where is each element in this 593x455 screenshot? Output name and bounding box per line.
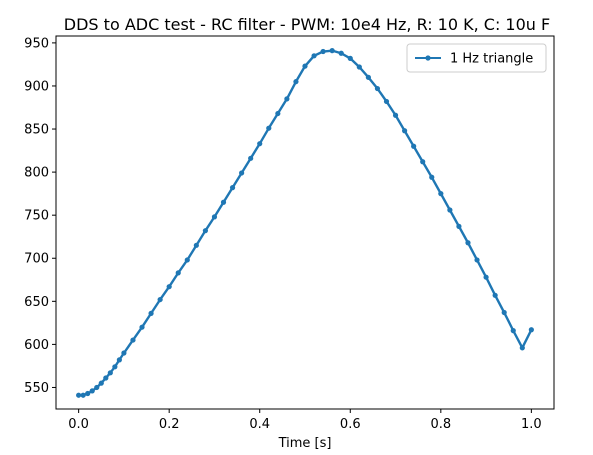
data-point [411, 143, 417, 149]
data-point [98, 380, 104, 386]
data-point [347, 55, 353, 61]
data-point [302, 63, 308, 69]
data-point [293, 79, 299, 85]
y-tick-label: 700 [24, 252, 49, 267]
data-point [202, 228, 208, 234]
x-tick-label: 0.8 [430, 417, 451, 432]
data-point [121, 350, 127, 356]
data-point [519, 345, 525, 351]
legend-series-label: 1 Hz triangle [450, 52, 533, 67]
data-point [166, 284, 172, 290]
data-point [356, 64, 362, 70]
y-tick-label: 900 [24, 79, 49, 94]
data-point [175, 270, 181, 276]
data-point [220, 199, 227, 205]
data-point [456, 223, 462, 229]
data-point [248, 155, 254, 161]
data-point [239, 170, 245, 176]
y-tick-label: 650 [24, 295, 49, 310]
y-tick-label: 850 [24, 123, 49, 138]
x-tick-label: 1.0 [521, 417, 542, 432]
data-point [374, 85, 381, 92]
data-point [103, 375, 109, 381]
data-point [112, 364, 118, 370]
data-point [107, 370, 113, 376]
data-point [139, 324, 145, 330]
x-axis-label: Time [s] [278, 436, 332, 451]
y-tick-label: 750 [24, 209, 49, 224]
data-point [80, 392, 86, 398]
data-point [420, 159, 426, 165]
x-tick-label: 0.0 [68, 417, 89, 432]
data-point [85, 390, 91, 397]
data-point [338, 50, 344, 56]
data-point [392, 112, 399, 118]
data-point [510, 328, 516, 334]
data-point [465, 240, 471, 246]
data-point [211, 214, 218, 220]
data-point [402, 128, 408, 134]
data-point [438, 191, 444, 197]
data-point [184, 257, 190, 263]
legend: 1 Hz triangle [406, 43, 547, 73]
data-point [329, 48, 335, 54]
x-tick-label: 0.4 [249, 417, 270, 432]
legend-box [406, 43, 547, 73]
data-point [284, 96, 290, 102]
x-axis: 0.0 0.2 0.4 0.6 0.8 1.0 [68, 409, 542, 432]
data-point [257, 141, 263, 147]
x-tick-label: 0.6 [340, 417, 361, 432]
data-point [266, 125, 272, 131]
y-axis: 550 600 650 700 750 800 850 900 950 [24, 36, 56, 396]
plot-frame [55, 35, 555, 410]
series-layer [76, 48, 534, 398]
y-tick-label: 950 [24, 36, 49, 51]
y-tick-label: 550 [24, 381, 49, 396]
data-point [311, 53, 317, 59]
data-point [193, 242, 199, 248]
data-point [429, 174, 435, 180]
data-point [148, 310, 154, 316]
data-point [229, 185, 236, 191]
plot-area [55, 35, 555, 410]
data-point [116, 357, 122, 363]
x-tick-label: 0.2 [159, 417, 180, 432]
data-point [528, 327, 534, 333]
data-point [483, 274, 489, 280]
data-point [275, 110, 281, 117]
data-point [76, 392, 82, 398]
data-point [492, 292, 498, 298]
data-point [320, 48, 326, 55]
data-point [157, 296, 163, 303]
data-point [383, 98, 390, 105]
data-point [365, 74, 371, 80]
legend-series-swatch-marker [425, 55, 431, 61]
chart-title: DDS to ADC test - RC filter - PWM: 10e4 … [64, 15, 550, 34]
data-point [94, 384, 100, 391]
series-line [78, 49, 533, 397]
data-point [501, 309, 507, 316]
data-point [130, 337, 136, 343]
data-point [474, 257, 480, 263]
data-point [447, 207, 453, 213]
data-point [89, 388, 95, 394]
y-tick-label: 600 [24, 338, 49, 353]
y-tick-label: 800 [24, 166, 49, 181]
